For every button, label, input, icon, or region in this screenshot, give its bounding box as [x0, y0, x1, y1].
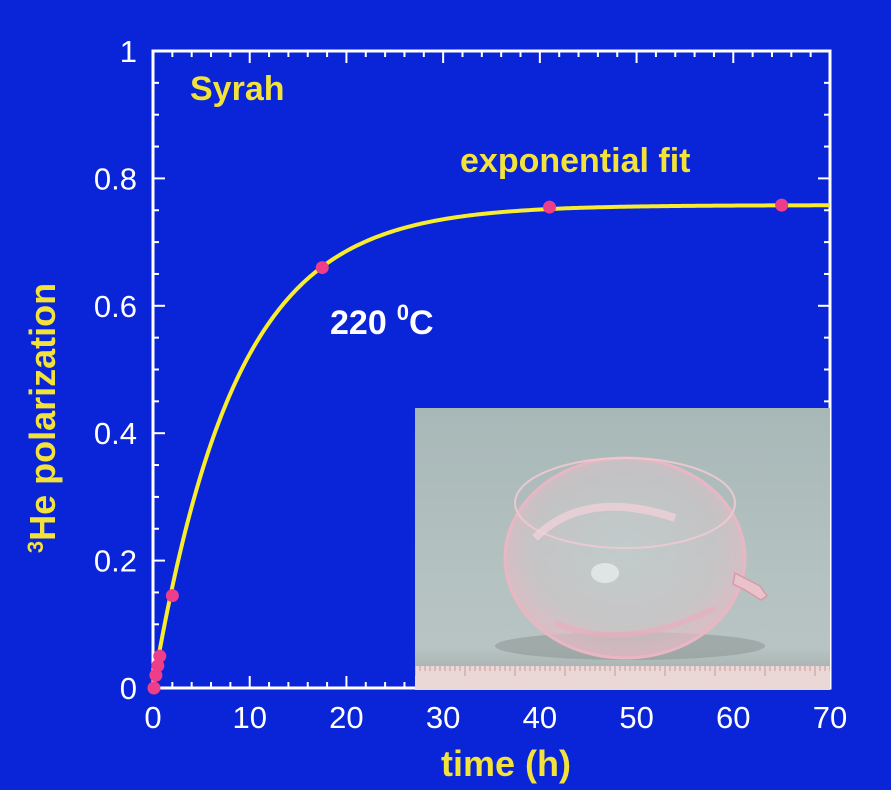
data-point: [153, 649, 167, 663]
y-tick-labels: 0 0.2 0.4 0.6 0.8 1: [94, 34, 137, 706]
glass-cell-illustration: [415, 456, 830, 690]
data-point: [543, 200, 557, 214]
data-point: [315, 261, 329, 275]
x-tick-label: 20: [329, 700, 363, 735]
x-tick-label: 10: [232, 700, 266, 735]
data-points: [147, 198, 789, 695]
y-tick-label: 0.2: [94, 544, 137, 579]
x-tick-labels: 0 10 20 30 40 50 60 70: [144, 700, 847, 735]
temperature-unit: C: [409, 304, 434, 342]
y-tick-label: 0.4: [94, 416, 137, 451]
x-tick-label: 50: [619, 700, 653, 735]
x-tick-label: 60: [716, 700, 750, 735]
x-tick-label: 70: [813, 700, 847, 735]
sample-name-label: Syrah: [190, 70, 285, 108]
y-axis-title-superscript: 3: [23, 541, 48, 553]
temperature-superscript: 0: [397, 300, 409, 325]
data-point: [165, 589, 179, 603]
y-tick-label: 1: [120, 34, 137, 69]
data-point: [775, 198, 789, 212]
data-point: [147, 681, 161, 695]
y-tick-label: 0: [120, 671, 137, 706]
y-axis-title: 3He polarization: [22, 283, 63, 553]
y-tick-label: 0.8: [94, 161, 137, 196]
temperature-value: 220: [330, 304, 387, 342]
x-tick-label: 0: [144, 700, 161, 735]
x-tick-label: 40: [523, 700, 557, 735]
x-axis-title: time (h): [441, 743, 571, 784]
y-axis-title-text: He polarization: [22, 283, 63, 541]
temperature-label: 220 0C: [330, 300, 434, 342]
glass-cell-photo: [415, 408, 830, 690]
fit-label: exponential fit: [460, 142, 690, 180]
exponential-fit-line: [151, 203, 831, 689]
x-tick-label: 30: [426, 700, 460, 735]
y-tick-label: 0.6: [94, 289, 137, 324]
